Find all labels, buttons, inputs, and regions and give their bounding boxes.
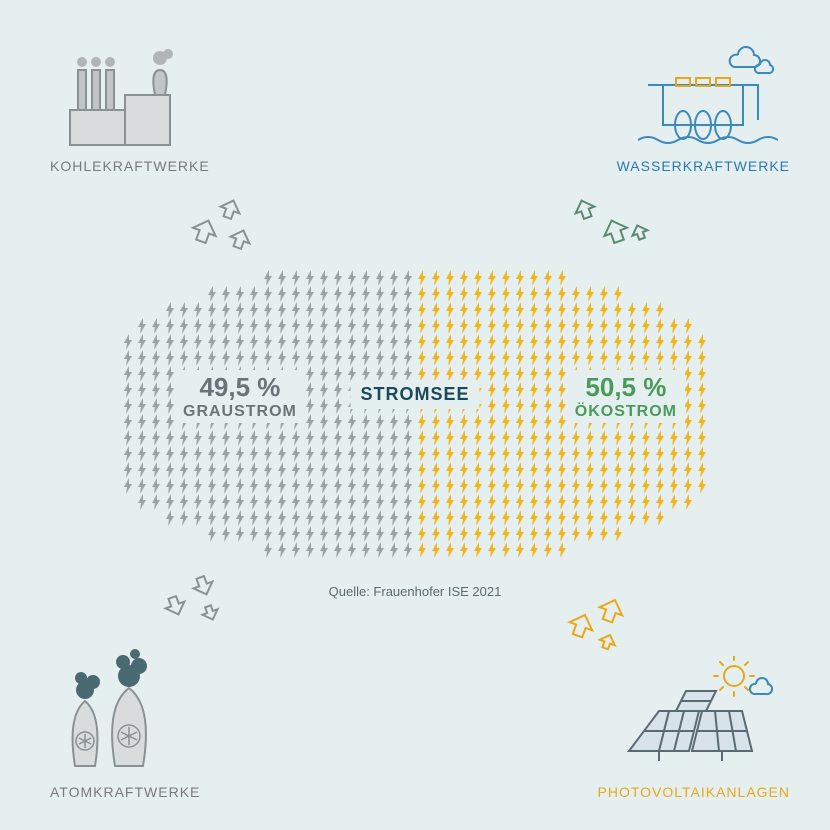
coal-plant-label: KOHLEKRAFTWERKE <box>50 158 210 174</box>
stromsee-title: STROMSEE <box>350 380 479 409</box>
solar-plant-icon <box>614 656 774 776</box>
nuclear-plant-icon <box>55 646 195 776</box>
coal-plant-icon <box>60 40 200 150</box>
arrows-bl-icon <box>155 570 235 630</box>
hydro-plant-label: WASSERKRAFTWERKE <box>617 158 790 174</box>
coal-plant-block: KOHLEKRAFTWERKE <box>50 40 210 174</box>
graustrom-stat: 49,5 % GRAUSTROM <box>175 370 305 423</box>
okostrom-label: ÖKOSTROM <box>575 403 677 421</box>
okostrom-percent: 50,5 % <box>575 372 677 403</box>
source-text: Quelle: Frauenhofer ISE 2021 <box>329 584 502 599</box>
okostrom-stat: 50,5 % ÖKOSTROM <box>567 370 685 423</box>
graustrom-label: GRAUSTROM <box>183 403 297 421</box>
nuclear-plant-block: ATOMKRAFTWERKE <box>50 646 200 800</box>
hydro-plant-icon <box>628 40 778 150</box>
solar-plant-block: PHOTOVOLTAIKANLAGEN <box>598 656 791 800</box>
arrows-tr-icon <box>565 195 655 255</box>
arrows-tl-icon <box>185 195 265 255</box>
graustrom-percent: 49,5 % <box>183 372 297 403</box>
nuclear-plant-label: ATOMKRAFTWERKE <box>50 784 200 800</box>
hydro-plant-block: WASSERKRAFTWERKE <box>617 40 790 174</box>
solar-plant-label: PHOTOVOLTAIKANLAGEN <box>598 784 791 800</box>
arrows-br-icon <box>560 585 640 655</box>
